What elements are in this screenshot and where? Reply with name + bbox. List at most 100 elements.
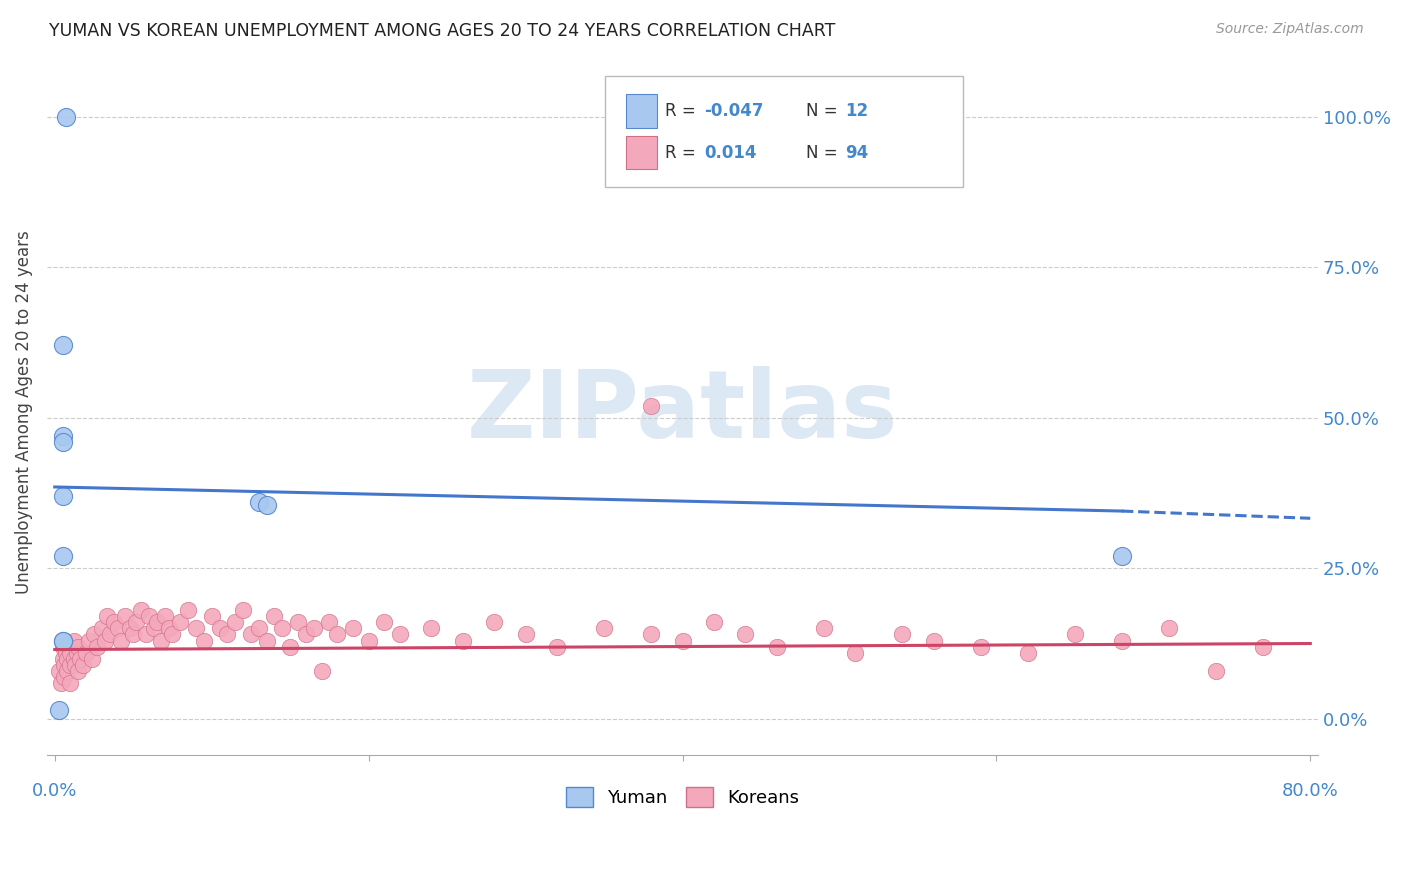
Point xyxy=(247,622,270,636)
Point xyxy=(357,633,380,648)
Point xyxy=(891,627,914,641)
Point xyxy=(59,657,82,672)
Point xyxy=(224,615,246,630)
Point xyxy=(256,498,278,512)
Point xyxy=(1063,627,1085,641)
Point xyxy=(451,633,474,648)
Point xyxy=(52,338,75,352)
Point xyxy=(56,651,79,665)
Point xyxy=(96,609,118,624)
Point xyxy=(98,627,121,641)
Point xyxy=(56,664,79,678)
Point xyxy=(420,622,443,636)
Point xyxy=(120,622,142,636)
Point xyxy=(62,651,84,665)
Point xyxy=(326,627,349,641)
Legend: Yuman, Koreans: Yuman, Koreans xyxy=(558,780,807,814)
Text: 94: 94 xyxy=(845,144,869,161)
Text: R =: R = xyxy=(665,102,702,120)
Text: YUMAN VS KOREAN UNEMPLOYMENT AMONG AGES 20 TO 24 YEARS CORRELATION CHART: YUMAN VS KOREAN UNEMPLOYMENT AMONG AGES … xyxy=(49,22,835,40)
Point xyxy=(77,633,100,648)
Point xyxy=(48,703,70,717)
Point xyxy=(67,664,90,678)
Point xyxy=(138,609,160,624)
Point xyxy=(86,640,108,654)
Point xyxy=(75,646,97,660)
Point xyxy=(52,633,75,648)
Point xyxy=(271,622,294,636)
Point xyxy=(765,640,787,654)
Point xyxy=(52,434,75,449)
Point xyxy=(287,615,309,630)
Point xyxy=(1111,633,1133,648)
Point xyxy=(53,657,76,672)
Point xyxy=(278,640,301,654)
Point xyxy=(256,633,278,648)
Point xyxy=(247,495,270,509)
Point xyxy=(311,664,333,678)
Text: N =: N = xyxy=(806,144,842,161)
Point xyxy=(153,609,176,624)
Point xyxy=(1251,640,1274,654)
Point xyxy=(1157,622,1180,636)
Point xyxy=(263,609,285,624)
Point xyxy=(640,627,662,641)
Point xyxy=(90,622,112,636)
Point xyxy=(59,675,82,690)
Point xyxy=(49,675,72,690)
Point xyxy=(162,627,184,641)
Point xyxy=(177,603,200,617)
Point xyxy=(373,615,395,630)
Point xyxy=(48,664,70,678)
Point xyxy=(142,622,165,636)
Point xyxy=(239,627,262,641)
Point xyxy=(318,615,340,630)
Point xyxy=(62,633,84,648)
Point xyxy=(640,399,662,413)
Point xyxy=(63,657,86,672)
Point xyxy=(734,627,756,641)
Point xyxy=(389,627,412,641)
Point xyxy=(208,622,231,636)
Point xyxy=(72,657,94,672)
Point xyxy=(703,615,725,630)
Point xyxy=(122,627,145,641)
Point xyxy=(201,609,224,624)
Text: 0.014: 0.014 xyxy=(704,144,756,161)
Point xyxy=(922,633,945,648)
Point xyxy=(53,670,76,684)
Point xyxy=(110,633,132,648)
Text: 12: 12 xyxy=(845,102,868,120)
Point xyxy=(546,640,568,654)
Point xyxy=(217,627,239,641)
Point xyxy=(52,429,75,443)
Point xyxy=(125,615,148,630)
Point xyxy=(482,615,505,630)
Point xyxy=(145,615,167,630)
Text: ZIPatlas: ZIPatlas xyxy=(467,366,898,458)
Point xyxy=(671,633,693,648)
Text: 0.0%: 0.0% xyxy=(32,782,77,800)
Point xyxy=(232,603,254,617)
Point xyxy=(52,651,75,665)
Point xyxy=(1111,549,1133,564)
Point xyxy=(844,646,866,660)
Point xyxy=(342,622,364,636)
Point xyxy=(970,640,993,654)
Point xyxy=(52,633,75,648)
Text: -0.047: -0.047 xyxy=(704,102,763,120)
Point xyxy=(129,603,152,617)
Text: Source: ZipAtlas.com: Source: ZipAtlas.com xyxy=(1216,22,1364,37)
Text: R =: R = xyxy=(665,144,702,161)
Point xyxy=(69,651,91,665)
Point xyxy=(169,615,191,630)
Point xyxy=(302,622,325,636)
Point xyxy=(83,627,105,641)
Text: N =: N = xyxy=(806,102,842,120)
Point xyxy=(66,646,89,660)
Point xyxy=(52,489,75,503)
Point xyxy=(150,633,173,648)
Point xyxy=(107,622,129,636)
Text: 80.0%: 80.0% xyxy=(1282,782,1339,800)
Point xyxy=(59,646,82,660)
